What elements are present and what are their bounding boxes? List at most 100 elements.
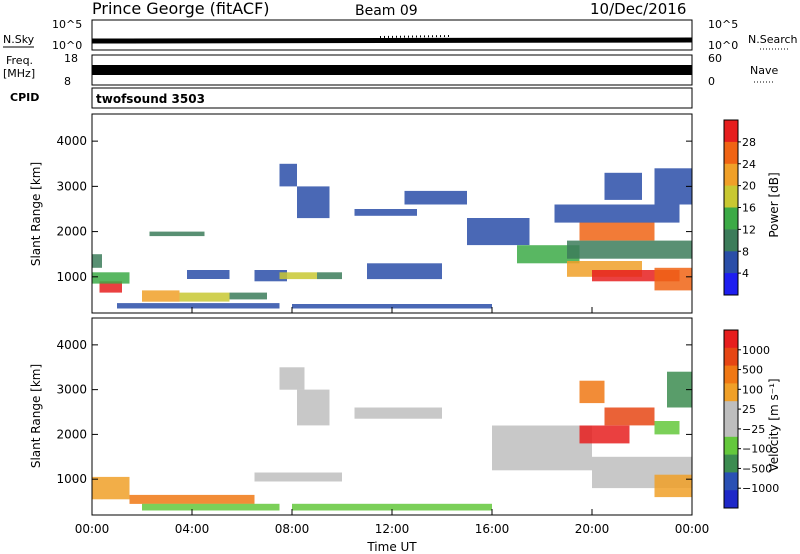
power-region — [317, 272, 342, 280]
power-colorbar-tick-label: 12 — [742, 223, 756, 236]
power-heatmap — [92, 163, 692, 309]
power-colorbar-swatch — [724, 229, 738, 252]
velocity-colorbar-swatch — [724, 401, 738, 420]
power-region — [279, 272, 317, 280]
velocity-region — [579, 380, 605, 404]
velocity-colorbar-swatch — [724, 419, 738, 438]
power-region — [279, 163, 297, 187]
xtick-label: 16:00 — [475, 522, 510, 536]
xtick-label: 08:00 — [275, 522, 310, 536]
power-colorbar-tick-label: 20 — [742, 180, 756, 193]
power-region — [467, 218, 530, 246]
power-region — [517, 245, 580, 264]
velocity-colorbar-swatch — [724, 383, 738, 402]
freq-tick-bottom: 8 — [64, 75, 71, 88]
velocity-colorbar-swatch — [724, 365, 738, 384]
power-colorbar-swatch — [724, 163, 738, 187]
velocity-ytick-label: 4000 — [56, 338, 87, 352]
freq-tick-top: 18 — [64, 52, 78, 65]
power-region — [354, 209, 417, 216]
velocity-region — [292, 503, 492, 511]
power-region — [404, 190, 467, 205]
velocity-region — [92, 476, 130, 500]
velocity-colorbar: 1000 500 100 25 −25 −100 −500 −1000 — [723, 329, 779, 509]
velocity-region — [654, 474, 692, 498]
velocity-region — [579, 425, 630, 444]
power-colorbar-tick-label: 8 — [742, 245, 749, 258]
power-colorbar-tick-label: 16 — [742, 202, 756, 215]
nave-tick-bottom: 0 — [708, 75, 715, 88]
power-region — [654, 267, 692, 291]
power-region — [92, 272, 130, 284]
power-ylabel: Slant Range [km] — [29, 162, 43, 266]
cpid-panel — [91, 87, 693, 109]
velocity-region — [604, 407, 655, 426]
power-region — [654, 168, 692, 205]
nsky-trace — [91, 37, 693, 44]
power-y-axis: 1000 2000 3000 4000 — [56, 134, 692, 284]
power-region — [179, 292, 230, 302]
nave-tick-top: 60 — [708, 52, 722, 65]
time-x-axis: 00:00 04:00 08:00 12:00 16:00 20:00 00:00 — [75, 307, 710, 536]
power-colorbar: 28 24 20 16 12 8 4 — [723, 119, 756, 296]
velocity-colorbar-swatch — [724, 454, 738, 473]
velocity-colorbar-tick-label: −25 — [742, 423, 765, 436]
power-region — [592, 270, 680, 282]
velocity-region — [492, 425, 592, 471]
velocity-ytick-label: 3000 — [56, 383, 87, 397]
nsky-label: N.Sky — [3, 33, 35, 46]
power-region — [149, 231, 205, 237]
power-ytick-label: 3000 — [56, 179, 87, 193]
velocity-colorbar-tick-label: −500 — [742, 462, 772, 475]
power-region — [142, 290, 180, 302]
nsearch-trace — [379, 35, 451, 38]
velocity-colorbar-tick-label: 1000 — [742, 344, 770, 357]
power-region — [367, 263, 442, 280]
velocity-colorbar-tick-label: 25 — [742, 403, 756, 416]
power-region — [99, 281, 122, 293]
freq-label: Freq. — [6, 54, 33, 67]
power-colorbar-tick-label: 4 — [742, 267, 749, 280]
freq-trace — [92, 65, 692, 75]
velocity-colorbar-swatch — [724, 490, 738, 509]
velocity-colorbar-tick-label: −100 — [742, 443, 772, 456]
velocity-ylabel: Slant Range [km] — [29, 364, 43, 468]
velocity-colorbar-swatch — [724, 472, 738, 491]
velocity-colorbar-tick-label: 500 — [742, 364, 763, 377]
power-region — [604, 172, 642, 200]
freq-unit: [MHz] — [3, 67, 35, 80]
power-colorbar-swatch — [724, 273, 738, 296]
velocity-heatmap — [92, 367, 692, 511]
velocity-region — [654, 421, 680, 435]
velocity-region — [142, 503, 280, 511]
velocity-panel: 1000 2000 3000 4000 Slant Range [km] 1000 50… — [29, 317, 781, 516]
power-region — [579, 222, 655, 241]
power-region — [554, 204, 680, 223]
power-colorbar-tick-label: 28 — [742, 136, 756, 149]
velocity-colorbar-tick-label: −1000 — [742, 482, 779, 495]
station-title: Prince George (fitACF) — [92, 0, 270, 18]
xtick-label: 12:00 — [375, 522, 410, 536]
nsearch-tick-bottom: 10^0 — [708, 39, 738, 52]
nsky-tick-bottom: 10^0 — [52, 39, 82, 52]
velocity-region — [279, 367, 305, 390]
nsky-panel — [91, 19, 693, 51]
xtick-label: 20:00 — [575, 522, 610, 536]
velocity-colorbar-label: Velocity [m s⁻¹] — [767, 378, 781, 471]
power-ytick-label: 4000 — [56, 134, 87, 148]
velocity-region — [297, 389, 330, 426]
velocity-colorbar-swatch — [724, 330, 738, 349]
velocity-ytick-label: 1000 — [56, 472, 87, 486]
velocity-y-axis: 1000 2000 3000 4000 — [56, 338, 692, 486]
velocity-colorbar-tick-label: 100 — [742, 383, 763, 396]
velocity-ytick-label: 2000 — [56, 427, 87, 441]
nsky-tick-top: 10^5 — [52, 18, 82, 31]
power-ytick-label: 2000 — [56, 225, 87, 239]
power-colorbar-swatch — [724, 251, 738, 274]
velocity-colorbar-swatch — [724, 347, 738, 367]
xtick-label: 04:00 — [175, 522, 210, 536]
xtick-label: 00:00 — [675, 522, 710, 536]
power-colorbar-swatch — [724, 207, 738, 230]
power-region — [229, 292, 267, 300]
nave-label: Nave — [750, 64, 778, 77]
